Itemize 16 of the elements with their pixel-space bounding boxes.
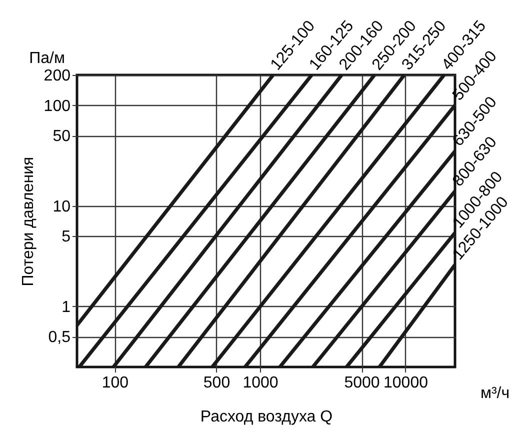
y-tick-label: 100 xyxy=(44,98,71,115)
text: м³/ч xyxy=(480,385,510,402)
y-tick-label: 0,5 xyxy=(48,329,71,346)
text: Па/м xyxy=(29,50,65,67)
y-tick-label: 1 xyxy=(62,298,71,316)
y-tick-label: 50 xyxy=(52,128,71,146)
x-tick-label: 1000 xyxy=(242,374,278,392)
x-tick-label: 10000 xyxy=(384,374,428,392)
x-tick-label: 500 xyxy=(203,374,230,392)
x-axis-title: Расход воздуха Q xyxy=(200,408,333,426)
y-tick-label: 200 xyxy=(44,68,71,84)
x-tick-label: 5000 xyxy=(344,374,380,392)
y-axis-title: Потери давления xyxy=(20,156,37,286)
y-tick-label: 5 xyxy=(62,228,71,246)
x-tick-label: 100 xyxy=(102,374,129,392)
y-tick-label: 10 xyxy=(52,198,71,216)
